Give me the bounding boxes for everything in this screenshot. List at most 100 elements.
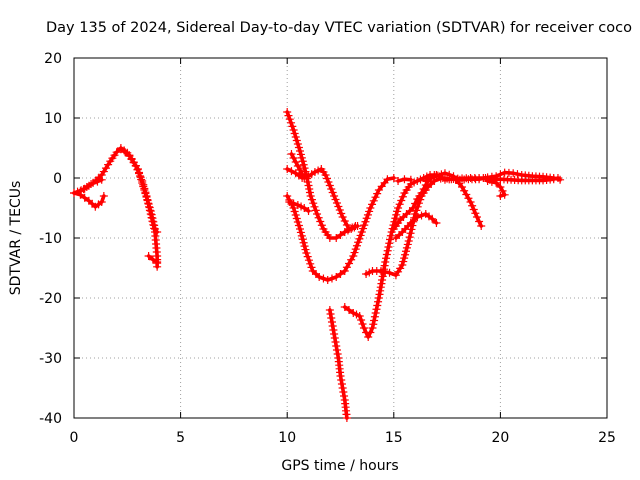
data-point [349,252,358,260]
data-point [472,213,481,221]
data-point [401,247,410,256]
data-point [305,185,314,193]
data-point [322,174,331,183]
data-point [136,172,145,180]
data-point [357,228,366,236]
data-point [385,239,394,248]
data-point [302,249,311,257]
data-point [338,384,347,392]
data-point [394,204,403,212]
data-point [405,233,414,242]
data-point [135,168,144,177]
series-line [119,147,159,234]
data-point [332,199,341,207]
data-point [289,126,298,134]
data-point [310,202,319,211]
data-point [141,189,150,198]
data-point [342,414,351,422]
data-point [375,290,384,299]
data-point [325,181,334,190]
data-point [327,274,336,283]
data-point [327,314,336,322]
data-point [496,192,505,200]
data-point [300,164,309,173]
data-point [404,237,413,245]
data-point [87,180,96,188]
data-point [149,217,158,226]
tick-layer [73,57,608,419]
data-point [428,214,437,223]
data-point [294,143,303,152]
data-point [433,171,442,180]
data-point [374,294,383,302]
data-point [303,178,312,186]
data-point [374,297,383,306]
data-point [146,207,155,215]
x-tick-label: 15 [385,430,403,446]
y-tick-label: 20 [44,51,62,67]
data-point [369,320,378,329]
data-point [298,157,307,166]
data-point [385,268,394,277]
data-point [116,145,125,154]
data-point [298,235,307,244]
data-point [299,238,308,247]
data-point [93,177,102,186]
data-point [466,198,475,206]
data-point [304,256,313,265]
data-point [475,217,484,226]
data-point [394,177,403,185]
data-point [304,181,313,190]
series-pass-k [325,306,351,422]
y-axis-label: SDTVAR / TECUs [8,181,24,296]
data-point [403,240,412,249]
data-point [139,182,148,191]
data-point [82,183,91,191]
data-point [327,318,336,326]
data-point [306,259,315,268]
data-point [288,122,297,131]
data-point [299,160,308,169]
series-pass-f [283,108,362,242]
data-point [370,316,379,325]
data-point [148,255,157,264]
data-point [143,196,152,205]
data-point [413,213,422,221]
data-point [284,111,293,120]
x-axis-label: GPS time / hours [281,458,398,474]
series-pass-o [391,210,441,242]
x-tick-label: 5 [176,430,185,446]
data-point [292,214,301,223]
data-point [328,322,337,330]
data-point [333,350,342,358]
data-point [397,196,406,205]
series-pass-e [144,252,162,266]
data-point [352,241,361,250]
data-point [366,328,375,337]
data-point [332,346,341,354]
series-pass-j [287,150,309,182]
data-point [358,320,367,328]
data-point [383,175,392,184]
data-point [99,192,108,200]
data-point [376,286,385,295]
data-point [469,205,478,214]
y-tick-label: -40 [39,411,62,427]
data-point [426,174,435,183]
data-point [395,200,404,209]
data-point [309,199,318,208]
data-point [372,305,381,314]
data-point [317,221,326,230]
data-point [325,306,334,314]
data-point [378,272,387,281]
data-point [148,214,157,223]
data-point [355,312,364,320]
data-point [366,204,375,212]
data-point [377,279,386,288]
series-pass-g [283,165,360,233]
data-point [340,392,349,400]
data-point [361,217,370,226]
data-point [369,196,378,205]
data-point [362,214,371,223]
data-point [368,324,377,332]
